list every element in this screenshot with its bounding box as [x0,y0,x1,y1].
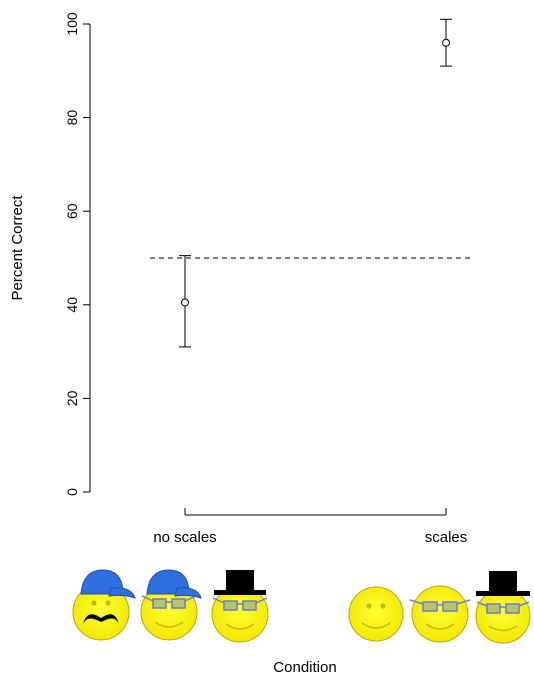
x-ticks: no scales scales [153,508,467,546]
error-bar-point [440,18,452,67]
smiley-plain-icon [348,586,404,642]
x-axis: no scales scales [153,508,467,546]
y-tick-label: 0 [64,488,80,496]
y-tick-label: 20 [64,390,80,406]
smiley-glasses-tophat-icon [211,570,269,643]
y-tick-label: 80 [64,110,80,126]
y-tick-label: 100 [64,12,80,36]
y-tick-label: 40 [64,297,80,313]
smiley-glasses-icon [409,585,471,643]
y-axis: 0 20 40 60 80 100 [64,12,91,496]
condition-pictures-scales [348,571,531,644]
y-tick-label: 60 [64,203,80,219]
smiley-glasses-tophat-icon [475,571,531,644]
y-ticks: 0 20 40 60 80 100 [64,12,90,496]
x-tick-label: scales [425,529,468,546]
error-bar-point [179,255,191,348]
mean-marker [181,298,189,307]
x-tick-label: no scales [153,529,216,546]
y-axis-title: Percent Correct [9,195,26,301]
mean-marker [442,38,450,47]
data-points [179,18,452,348]
x-axis-title: Condition [273,659,336,676]
smiley-mustache-cap-icon [72,569,136,641]
condition-pictures-no-scales [72,569,269,643]
smiley-glasses-cap-icon [140,569,202,641]
